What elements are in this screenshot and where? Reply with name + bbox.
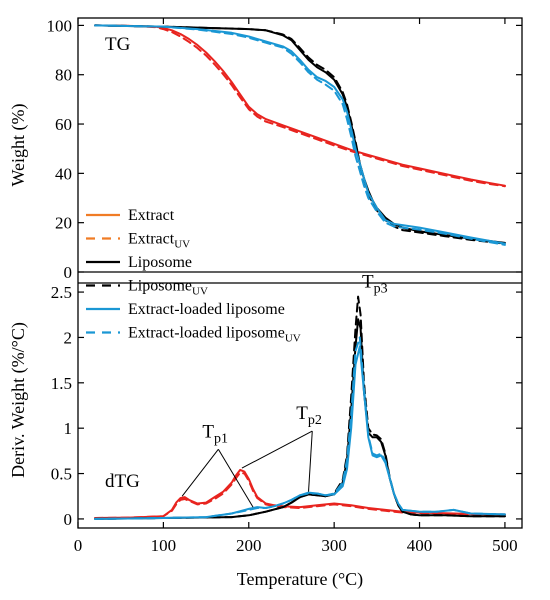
tg-y-tick-label: 60 [55, 115, 72, 134]
tg-y-tick-label: 20 [55, 214, 72, 233]
x-tick-label: 200 [236, 536, 262, 555]
dtg-series-loaded [94, 345, 506, 520]
tg-panel [94, 24, 506, 246]
tg-panel-label: TG [105, 34, 131, 55]
x-tick-label: 400 [407, 536, 433, 555]
peak-leader-line [308, 431, 313, 492]
x-tick-label: 0 [74, 536, 83, 555]
dtg-series-loaded-uv [94, 336, 506, 520]
legend-entry: Extract-loaded liposomeUV [128, 325, 301, 345]
tg-y-tick-label: 0 [64, 263, 73, 282]
x-tick-label: 300 [321, 536, 347, 555]
tg-y-tick-label: 100 [47, 16, 73, 35]
dtg-y-tick-label: 1 [64, 419, 73, 438]
legend-entry: LiposomeUV [128, 278, 208, 298]
x-tick-label: 500 [492, 536, 518, 555]
tg-series-liposome-uv [94, 24, 506, 245]
dtg-y-axis-title: Deriv. Weight (%/°C) [8, 322, 29, 478]
dtg-panel-label: dTG [105, 471, 140, 492]
dtg-y-tick-label: 2 [64, 328, 73, 347]
peak-label-p3: Tp3 [362, 272, 388, 297]
tg-series-extract [94, 24, 506, 187]
tg-y-tick-label: 80 [55, 66, 72, 85]
dtg-y-tick-label: 0.5 [51, 465, 72, 484]
legend-entry: Extract-loaded liposome [128, 301, 285, 318]
plot-frame [77, 17, 523, 529]
dtg-y-tick-label: 0 [64, 510, 73, 529]
legend-entry: Liposome [128, 254, 192, 271]
peak-leader-line [217, 449, 254, 508]
peak-label-p1: Tp1 [202, 421, 228, 446]
dtg-y-tick-label: 1.5 [51, 374, 72, 393]
legend-entry: ExtractUV [128, 231, 190, 251]
dtg-panel [94, 295, 506, 520]
peak-label-p2: Tp2 [296, 403, 322, 428]
tg-series-loaded [94, 24, 506, 245]
peak-leader-line [241, 430, 313, 469]
legend: Extract ExtractUV Liposome LiposomeUV Extrac… [86, 207, 301, 345]
legend-entry: Extract [128, 207, 175, 224]
tg-series-loaded-uv [94, 24, 506, 246]
tg-y-tick-label: 40 [55, 164, 72, 183]
dtg-series-liposome-uv [94, 295, 506, 520]
dtg-y-tick-label: 2.5 [51, 283, 72, 302]
tg-series-extract-uv [94, 24, 506, 188]
tg-series-liposome [94, 24, 506, 244]
peak-leader-line [181, 448, 219, 497]
x-tick-label: 100 [151, 536, 177, 555]
x-axis-title: Temperature (°C) [237, 569, 363, 590]
peak-annotations: Tp1 Tp2 Tp3 [181, 272, 388, 508]
tg-y-axis-title: Weight (%) [8, 103, 29, 186]
outer-frame [77, 17, 523, 529]
